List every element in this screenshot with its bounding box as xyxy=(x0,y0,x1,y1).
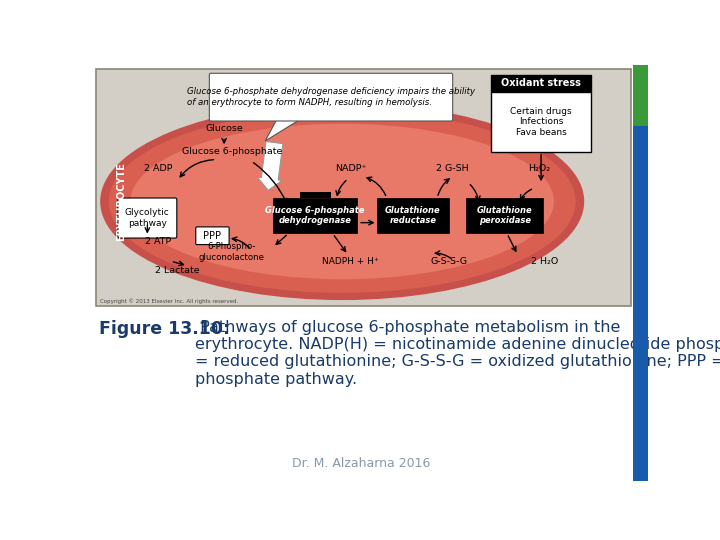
Text: Glutathione
peroxidase: Glutathione peroxidase xyxy=(477,206,532,225)
FancyBboxPatch shape xyxy=(118,198,177,238)
Bar xyxy=(632,126,648,481)
Text: Pathways of glucose 6-phosphate metabolism in the
erythrocyte. NADP(H) = nicotin: Pathways of glucose 6-phosphate metaboli… xyxy=(194,320,720,387)
Text: 2 H₂O: 2 H₂O xyxy=(531,256,558,266)
Bar xyxy=(466,198,544,233)
Text: Glutathione
reductase: Glutathione reductase xyxy=(385,206,441,225)
FancyBboxPatch shape xyxy=(196,227,229,245)
Text: Glucose: Glucose xyxy=(205,124,243,133)
Ellipse shape xyxy=(102,104,582,299)
Text: Glucose 6-phosphate dehydrogenase deficiency impairs the ability
of an erythrocy: Glucose 6-phosphate dehydrogenase defici… xyxy=(187,87,475,107)
Text: PPP: PPP xyxy=(204,231,222,241)
Bar xyxy=(377,198,449,233)
Text: H₂O₂: H₂O₂ xyxy=(528,164,551,173)
Text: Glucose 6-phosphate: Glucose 6-phosphate xyxy=(181,147,282,156)
Text: Figure 13.10:: Figure 13.10: xyxy=(99,320,230,338)
Polygon shape xyxy=(265,119,300,141)
Ellipse shape xyxy=(109,110,575,293)
Text: 2 G-SH: 2 G-SH xyxy=(436,164,469,173)
Text: Oxidant stress: Oxidant stress xyxy=(501,78,581,88)
Ellipse shape xyxy=(130,124,554,279)
Text: Glucose 6-phosphate
dehydrogenase: Glucose 6-phosphate dehydrogenase xyxy=(265,206,364,225)
FancyArrow shape xyxy=(258,141,283,190)
Text: 2 ADP: 2 ADP xyxy=(144,164,173,173)
Text: 6-Phospho-
gluconolactone: 6-Phospho- gluconolactone xyxy=(199,242,265,261)
Bar xyxy=(273,198,356,233)
Bar xyxy=(492,75,590,92)
Text: NADPH + H⁺: NADPH + H⁺ xyxy=(322,256,379,266)
Text: NADP⁺: NADP⁺ xyxy=(335,164,366,173)
Text: Copyright © 2013 Elsevier Inc. All rights reserved.: Copyright © 2013 Elsevier Inc. All right… xyxy=(100,298,238,303)
Bar xyxy=(300,192,331,198)
Bar xyxy=(96,69,631,306)
Text: 2 Lactate: 2 Lactate xyxy=(156,266,200,275)
Text: G-S-S-G: G-S-S-G xyxy=(431,256,467,266)
Text: Certain drugs
Infections
Fava beans: Certain drugs Infections Fava beans xyxy=(510,107,572,137)
Text: Dr. M. Alzaharna 2016: Dr. M. Alzaharna 2016 xyxy=(292,457,431,470)
FancyBboxPatch shape xyxy=(210,73,453,121)
Text: ERYTHROCYTE: ERYTHROCYTE xyxy=(116,162,126,241)
Bar xyxy=(632,65,648,126)
Bar xyxy=(492,92,590,152)
Text: Glycolytic
pathway: Glycolytic pathway xyxy=(125,208,170,228)
Text: 2 ATP: 2 ATP xyxy=(145,238,171,246)
